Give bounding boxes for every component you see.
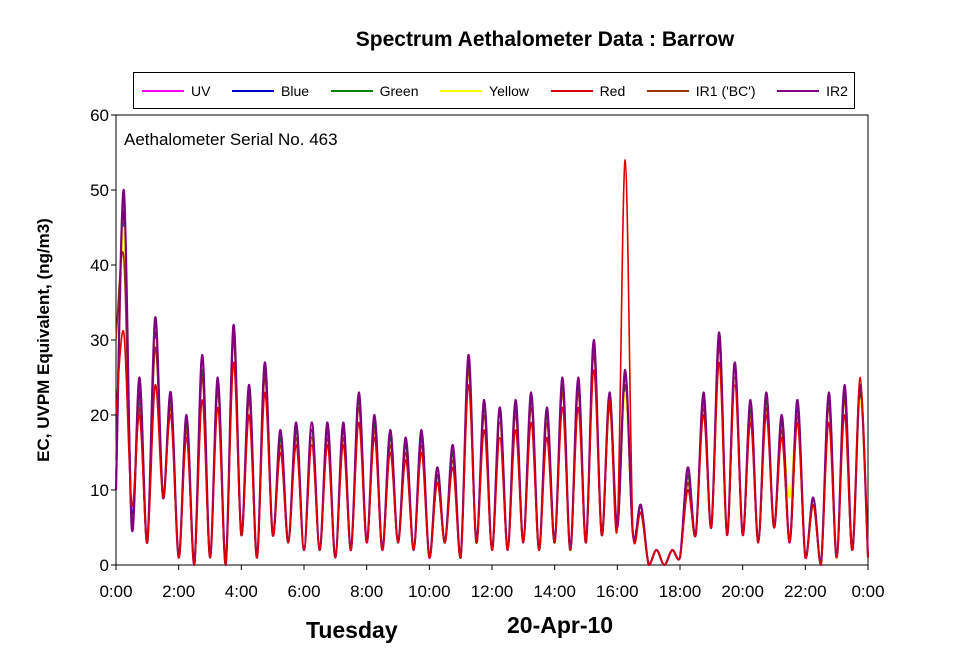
x-tick-label: 22:00 [784,582,827,601]
x-tick-label: 20:00 [721,582,764,601]
legend-swatch [232,89,274,92]
annotation-serial-number: Aethalometer Serial No. 463 [124,130,338,149]
chart-title: Spectrum Aethalometer Data : Barrow [355,28,735,51]
x-tick-label: 8:00 [350,582,383,601]
chart-legend: UV Blue Green Yellow Red IR1 ('BC') IR2 [133,72,855,109]
legend-label: UV [191,82,211,99]
x-tick-label: 2:00 [162,582,195,601]
x-tick-label: 18:00 [659,582,702,601]
y-tick-label: 30 [90,331,109,350]
x-tick-label: 12:00 [471,582,514,601]
y-tick-label: 10 [90,481,109,500]
legend-entry-yellow: Yellow [440,83,529,99]
series-line-red [115,159,869,566]
x-tick-label: 14:00 [533,582,576,601]
y-axis-label: EC, UVPM Equivalent, (ng/m3) [34,218,53,462]
x-tick-label: 6:00 [287,582,320,601]
legend-label: Red [599,82,626,99]
x-tick-label: 0:00 [851,582,884,601]
legend-label: IR1 ('BC') [695,82,756,99]
y-tick-label: 50 [90,181,109,200]
legend-swatch [550,89,593,92]
x-tick-label: 0:00 [99,582,132,601]
x-axis-date-label: 20-Apr-10 [507,612,614,638]
y-tick-label: 60 [90,106,109,125]
legend-entry-ir1-bc: IR1 ('BC') [646,82,756,99]
legend-label: Green [379,82,419,99]
y-tick-label: 40 [90,256,109,275]
legend-swatch [142,89,184,92]
x-tick-label: 10:00 [408,582,451,601]
legend-entry-ir2: IR2 [777,83,848,99]
legend-entry-blue: Blue [232,83,309,99]
legend-entry-green: Green [330,82,419,99]
x-tick-label: 4:00 [225,582,258,601]
legend-swatch [646,89,689,92]
x-tick-label: 16:00 [596,582,639,601]
legend-entry-red: Red [550,82,626,99]
legend-swatch [440,89,483,92]
y-tick-label: 0 [100,556,109,575]
legend-label: IR2 [826,82,848,99]
legend-label: Blue [281,82,310,99]
x-axis-day-label: Tuesday [306,617,398,643]
legend-label: Yellow [489,82,530,99]
legend-swatch [330,89,373,92]
y-tick-label: 20 [90,406,109,425]
legend-entry-uv: UV [142,83,210,99]
legend-swatch [777,89,820,92]
